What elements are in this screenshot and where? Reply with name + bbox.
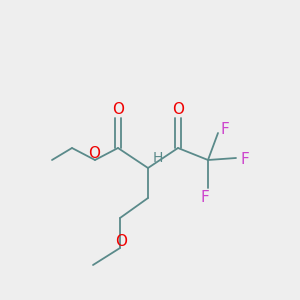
Text: O: O [112,103,124,118]
Text: H: H [153,151,163,165]
Text: O: O [88,146,100,160]
Text: F: F [201,190,209,206]
Text: F: F [220,122,230,136]
Text: O: O [172,103,184,118]
Text: F: F [241,152,249,167]
Text: O: O [115,233,127,248]
